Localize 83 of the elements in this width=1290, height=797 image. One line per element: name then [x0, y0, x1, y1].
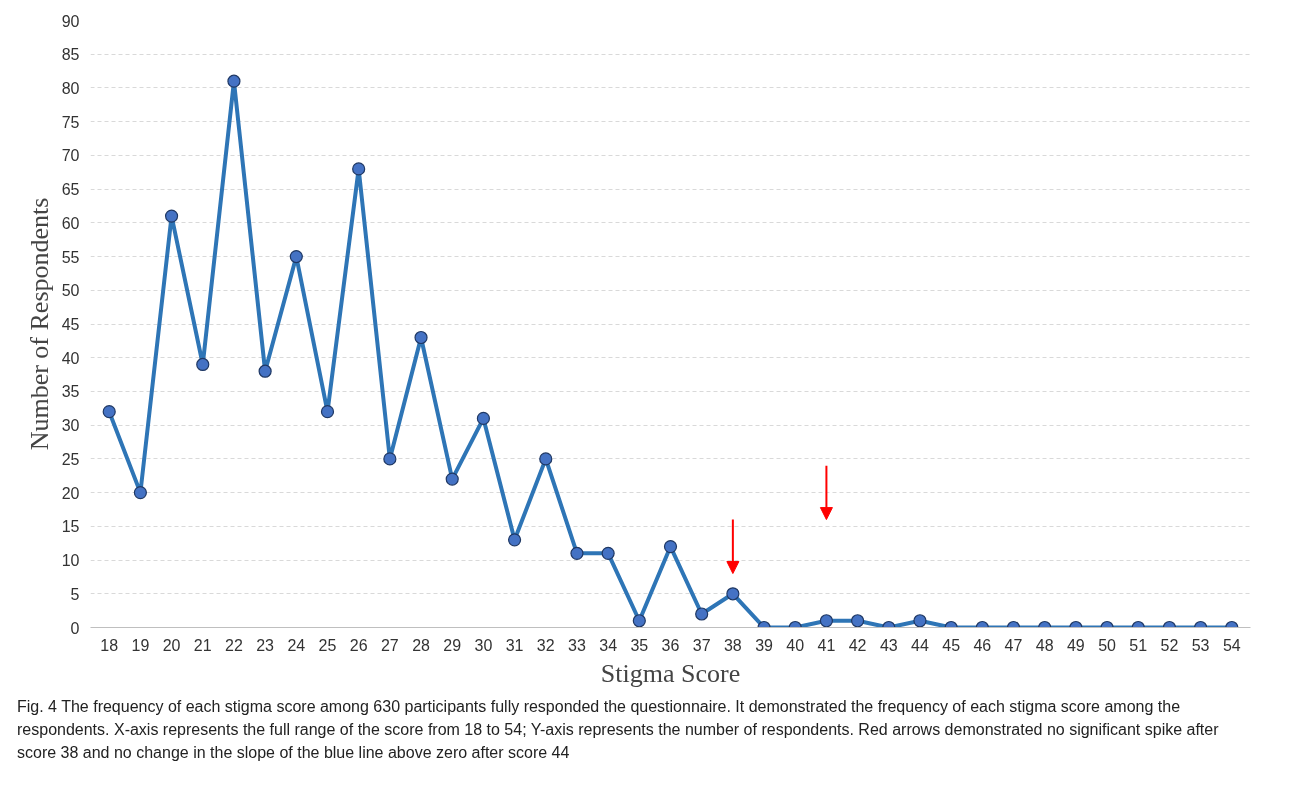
point — [414, 330, 428, 345]
y-tick-label: 40 — [61, 349, 80, 367]
y-tick-label: 35 — [61, 383, 80, 401]
x-tick-label: 48 — [1035, 636, 1054, 654]
point — [445, 472, 459, 486]
x-tick-label: 51 — [1129, 636, 1148, 654]
point — [632, 614, 646, 628]
x-tick-label: 35 — [630, 636, 649, 654]
x-tick-label: 24 — [287, 636, 306, 654]
y-tick-label: 5 — [70, 585, 80, 603]
y-axis-title: Number of Respondents — [24, 197, 54, 451]
y-tick-label: 15 — [61, 518, 80, 536]
y-tick-label: 50 — [61, 282, 80, 300]
x-tick-label: 29 — [443, 636, 462, 654]
x-tick-label: 44 — [911, 636, 929, 654]
x-tick-label: 22 — [225, 636, 243, 654]
x-tick-label: 47 — [1004, 636, 1023, 654]
x-tick-label: 19 — [131, 636, 150, 654]
x-tick-label: 54 — [1222, 636, 1241, 654]
point — [539, 452, 553, 466]
x-tick-label: 36 — [661, 636, 680, 654]
point — [913, 614, 927, 628]
y-tick-label: 80 — [61, 79, 80, 97]
point — [258, 364, 272, 378]
y-tick-label: 0 — [70, 619, 80, 637]
point — [663, 539, 678, 554]
x-tick-label: 26 — [349, 636, 368, 654]
point — [320, 405, 335, 419]
point — [819, 614, 834, 628]
y-tick-label: 90 — [61, 12, 80, 30]
point — [227, 74, 241, 88]
point — [726, 587, 740, 601]
caption: Fig. 4 The frequency of each stigma score among 630 participants fully responded the questionnaire. It demonstrated the frequency of each stigma score among the respondents. X-axis represents the full range of the score from 18 to 54; Y-axis represents the number of respondents. Red arrows demonstrated no significant spike after score 38 and no change in the slope of the blue line above zero after score 44 — [17, 697, 1220, 764]
y-tick-label: 20 — [61, 484, 80, 502]
x-tick-label: 21 — [193, 636, 212, 654]
y-tick-label: 10 — [61, 552, 80, 570]
point — [851, 614, 865, 628]
point — [352, 162, 366, 176]
x-tick-label: 32 — [536, 636, 555, 654]
y-tick-label: 60 — [61, 214, 80, 232]
y-tick-label: 65 — [61, 181, 80, 199]
y-tick-label: 45 — [61, 316, 80, 333]
x-tick-label: 39 — [755, 636, 774, 654]
x-tick-label: 50 — [1098, 636, 1117, 654]
y-tick-label: 30 — [61, 417, 80, 435]
x-tick-label: 46 — [973, 636, 992, 654]
x-tick-label: 45 — [942, 636, 961, 654]
y-tick-label: 25 — [61, 450, 80, 468]
x-tick-label: 25 — [318, 636, 337, 654]
x-tick-label: 43 — [879, 636, 898, 654]
x-tick-label: 18 — [100, 636, 119, 654]
x-tick-label: 23 — [256, 636, 275, 654]
y-tick-label: 85 — [61, 46, 80, 64]
x-tick-label: 40 — [786, 636, 805, 654]
x-tick-label: 28 — [412, 636, 431, 654]
x-tick-label: 53 — [1191, 636, 1210, 654]
y-tick-label: 75 — [61, 113, 80, 131]
point — [507, 533, 522, 547]
x-tick-label: 31 — [505, 636, 524, 654]
y-tick-label: 70 — [61, 147, 80, 165]
x-tick-label: 34 — [599, 636, 618, 654]
point — [196, 357, 210, 372]
x-axis-title: Stigma Score — [600, 658, 741, 688]
x-tick-label: 33 — [568, 636, 586, 654]
x-tick-label: 52 — [1160, 636, 1179, 654]
x-tick-label: 27 — [380, 636, 399, 654]
point — [570, 546, 584, 560]
point — [164, 209, 179, 223]
x-tick-label: 41 — [817, 636, 836, 654]
x-tick-label: 30 — [474, 636, 493, 654]
point — [133, 486, 147, 500]
point — [476, 411, 490, 426]
x-tick-label: 49 — [1066, 636, 1085, 654]
x-tick-label: 38 — [723, 636, 742, 654]
x-tick-label: 20 — [162, 636, 181, 654]
point — [102, 405, 116, 419]
y-tick-label: 55 — [61, 248, 80, 266]
point — [289, 249, 303, 264]
point — [601, 546, 615, 560]
point — [383, 452, 397, 466]
x-tick-label: 37 — [692, 636, 711, 654]
point — [695, 607, 709, 621]
x-tick-label: 42 — [848, 636, 867, 654]
